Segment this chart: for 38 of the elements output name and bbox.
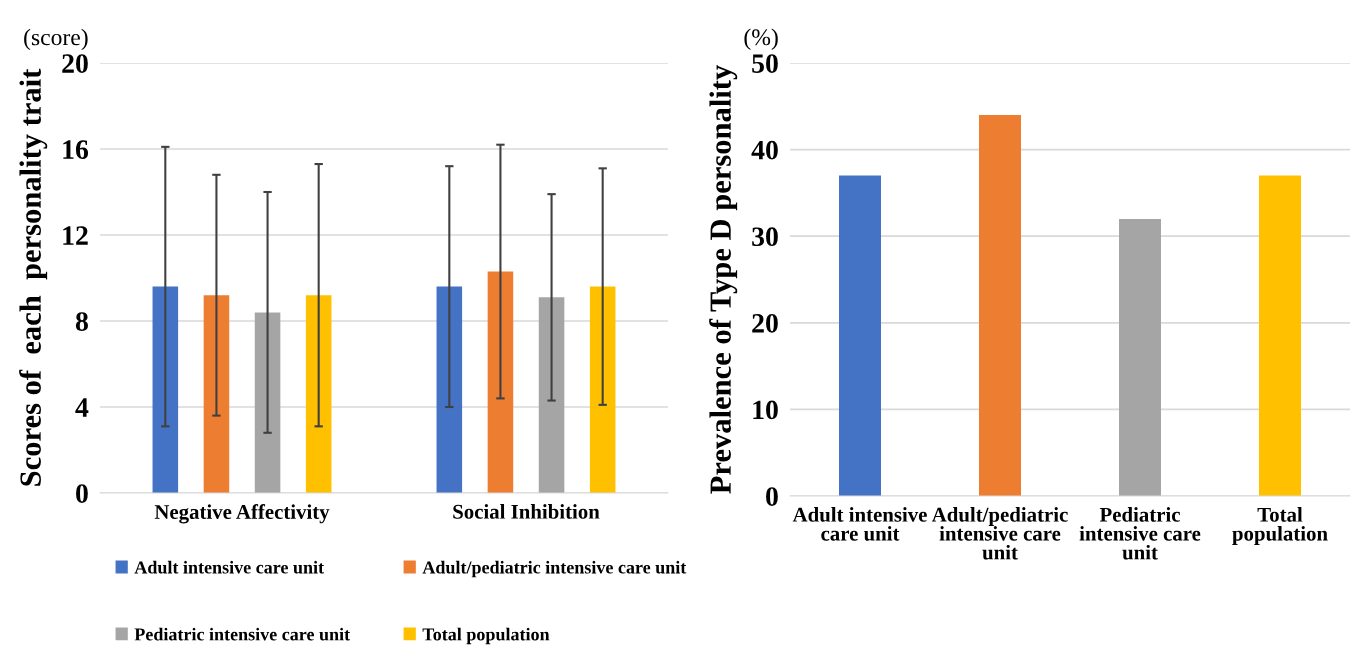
y-axis-title: Scores of each personality trait	[19, 68, 48, 486]
bar	[254, 312, 281, 493]
bar	[487, 271, 514, 493]
bar	[538, 297, 565, 493]
text: (score)	[24, 28, 88, 51]
bar	[436, 286, 463, 493]
y-tick-label: 30	[752, 227, 778, 247]
bar	[305, 295, 332, 493]
bar	[979, 114, 1021, 496]
y-tick-label: 12	[63, 226, 88, 245]
legend-label: Adult/pediatric intensive care unit	[422, 560, 687, 578]
bar	[1259, 175, 1301, 496]
legend-label: Total population	[422, 627, 550, 645]
x-tick-label: Pediatric intensive care unit	[1079, 507, 1201, 560]
y-tick-label: 10	[753, 400, 778, 420]
legend-label: Pediatric intensive care unit	[134, 627, 351, 641]
x-tick-label: Social Inhibition	[453, 504, 600, 519]
y-axis-title: Prevalence of Type D personality	[709, 65, 738, 494]
y-tick-label: 40	[751, 140, 778, 160]
y-tick-label: 0	[766, 487, 778, 506]
bar	[589, 286, 616, 493]
y-tick-label: 50	[752, 54, 778, 73]
y-tick-label: 16	[63, 140, 89, 159]
bar	[1119, 218, 1161, 496]
x-tick-label: Negative Affectivity	[154, 504, 330, 524]
y-tick-label: 4	[75, 398, 89, 417]
x-tick-label: Total population	[1232, 507, 1328, 545]
bar	[152, 286, 179, 493]
y-tick-label: 20	[752, 313, 778, 333]
y-tick-label: 0	[76, 484, 88, 503]
x-tick-label: Adult intensive care unit	[792, 507, 927, 541]
legend-label: Adult intensive care unit	[134, 560, 324, 574]
y-tick-label: 20	[62, 54, 88, 73]
text: (%)	[744, 28, 778, 51]
bar	[839, 175, 881, 496]
y-tick-label: 8	[75, 312, 88, 331]
x-tick-label: Adult/pediatric intensive care unit	[931, 507, 1068, 560]
bar	[203, 295, 230, 493]
